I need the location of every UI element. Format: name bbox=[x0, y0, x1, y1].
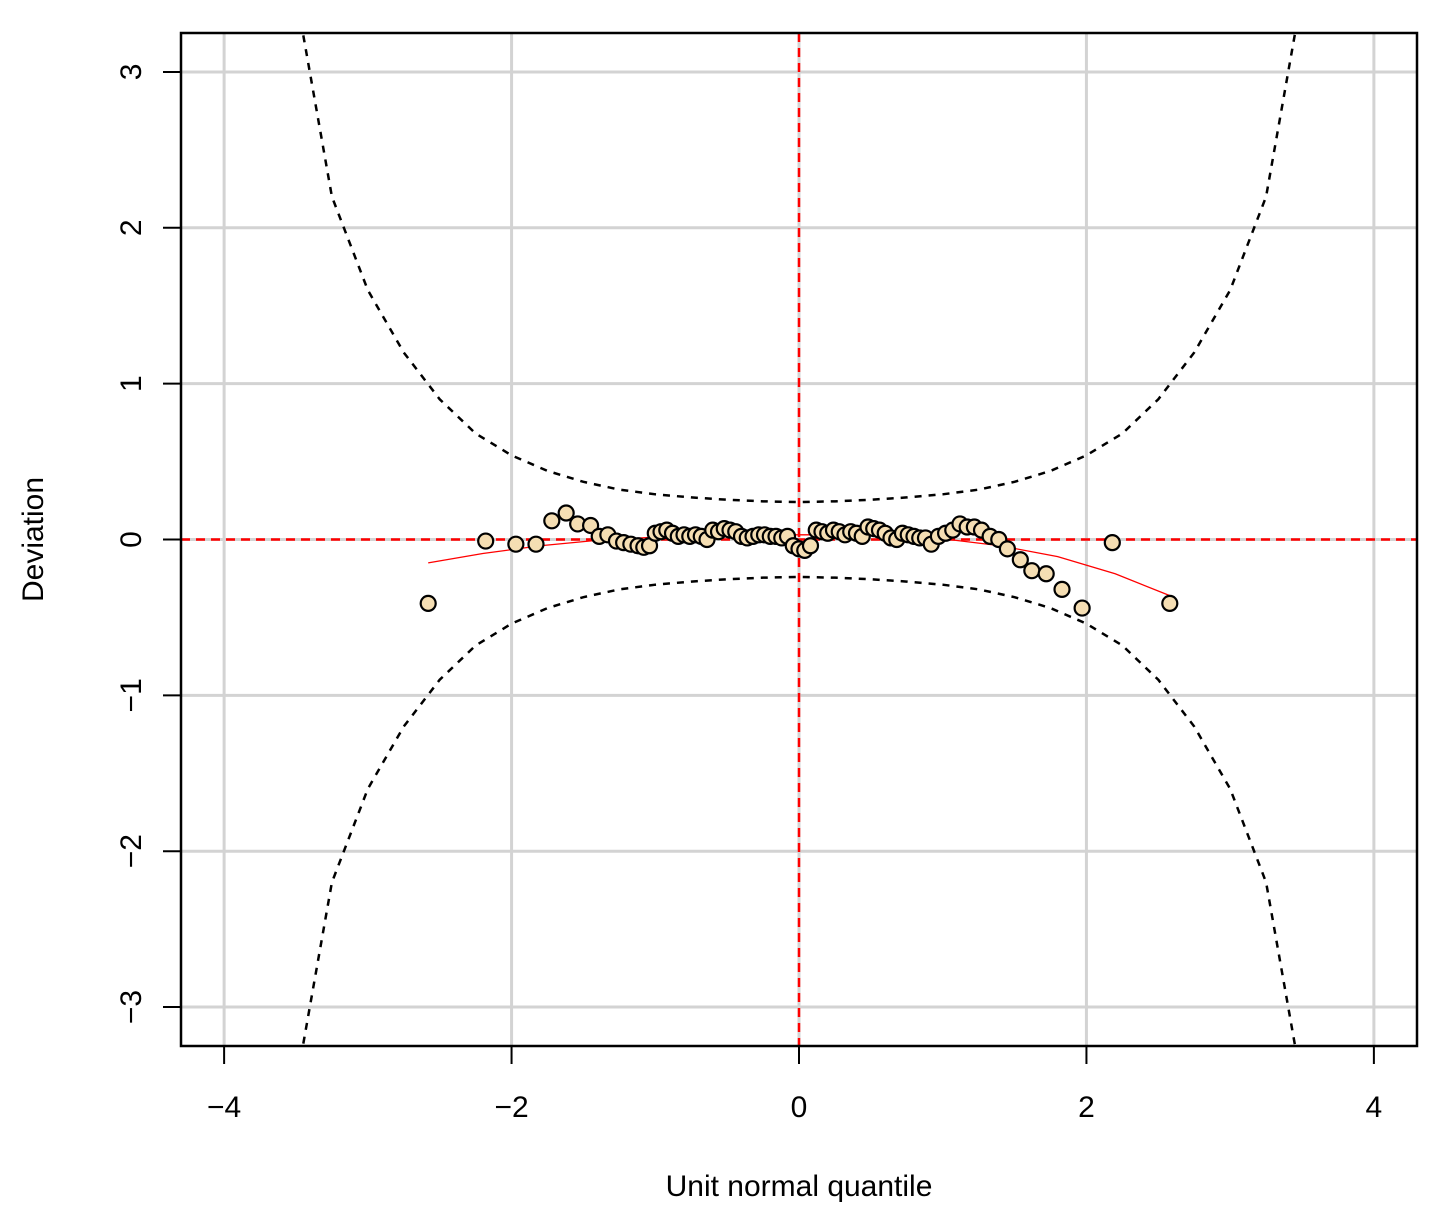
data-point bbox=[543, 512, 561, 530]
y-tick-label: 2 bbox=[115, 219, 148, 236]
data-point bbox=[527, 535, 545, 553]
data-point bbox=[801, 537, 820, 555]
data-point bbox=[1023, 562, 1041, 580]
x-tick-label: 0 bbox=[791, 1091, 808, 1124]
data-point bbox=[1037, 565, 1055, 583]
y-axis: −3 −2 −1 0 1 2 3 bbox=[115, 64, 182, 1024]
y-tick-label: 1 bbox=[115, 375, 148, 392]
data-point bbox=[1011, 551, 1029, 569]
data-point bbox=[582, 516, 600, 535]
fit-curve-line bbox=[428, 534, 1171, 597]
y-tick-label: 3 bbox=[115, 64, 148, 81]
data-point bbox=[1161, 594, 1179, 612]
data-point bbox=[419, 594, 437, 612]
x-axis-label: Unit normal quantile bbox=[666, 1170, 933, 1203]
y-axis-label: Deviation bbox=[17, 477, 50, 602]
data-point bbox=[477, 532, 495, 550]
y-tick-label: 0 bbox=[115, 531, 148, 548]
y-tick-label: −2 bbox=[115, 834, 148, 868]
x-axis: −4 −2 0 2 4 bbox=[207, 1045, 1383, 1124]
data-point bbox=[557, 504, 575, 522]
data-point bbox=[1053, 580, 1071, 598]
y-tick-label: −1 bbox=[115, 678, 148, 712]
data-point bbox=[1073, 599, 1091, 617]
x-tick-label: 4 bbox=[1366, 1091, 1383, 1124]
y-tick-label: −3 bbox=[115, 990, 148, 1024]
x-tick-label: 2 bbox=[1078, 1091, 1095, 1124]
fit-curve bbox=[428, 534, 1171, 597]
x-tick-label: −4 bbox=[207, 1091, 241, 1124]
x-tick-label: −2 bbox=[494, 1091, 528, 1124]
data-points bbox=[419, 504, 1179, 617]
data-point bbox=[507, 535, 525, 553]
data-point bbox=[998, 540, 1016, 558]
data-point bbox=[1103, 534, 1121, 552]
